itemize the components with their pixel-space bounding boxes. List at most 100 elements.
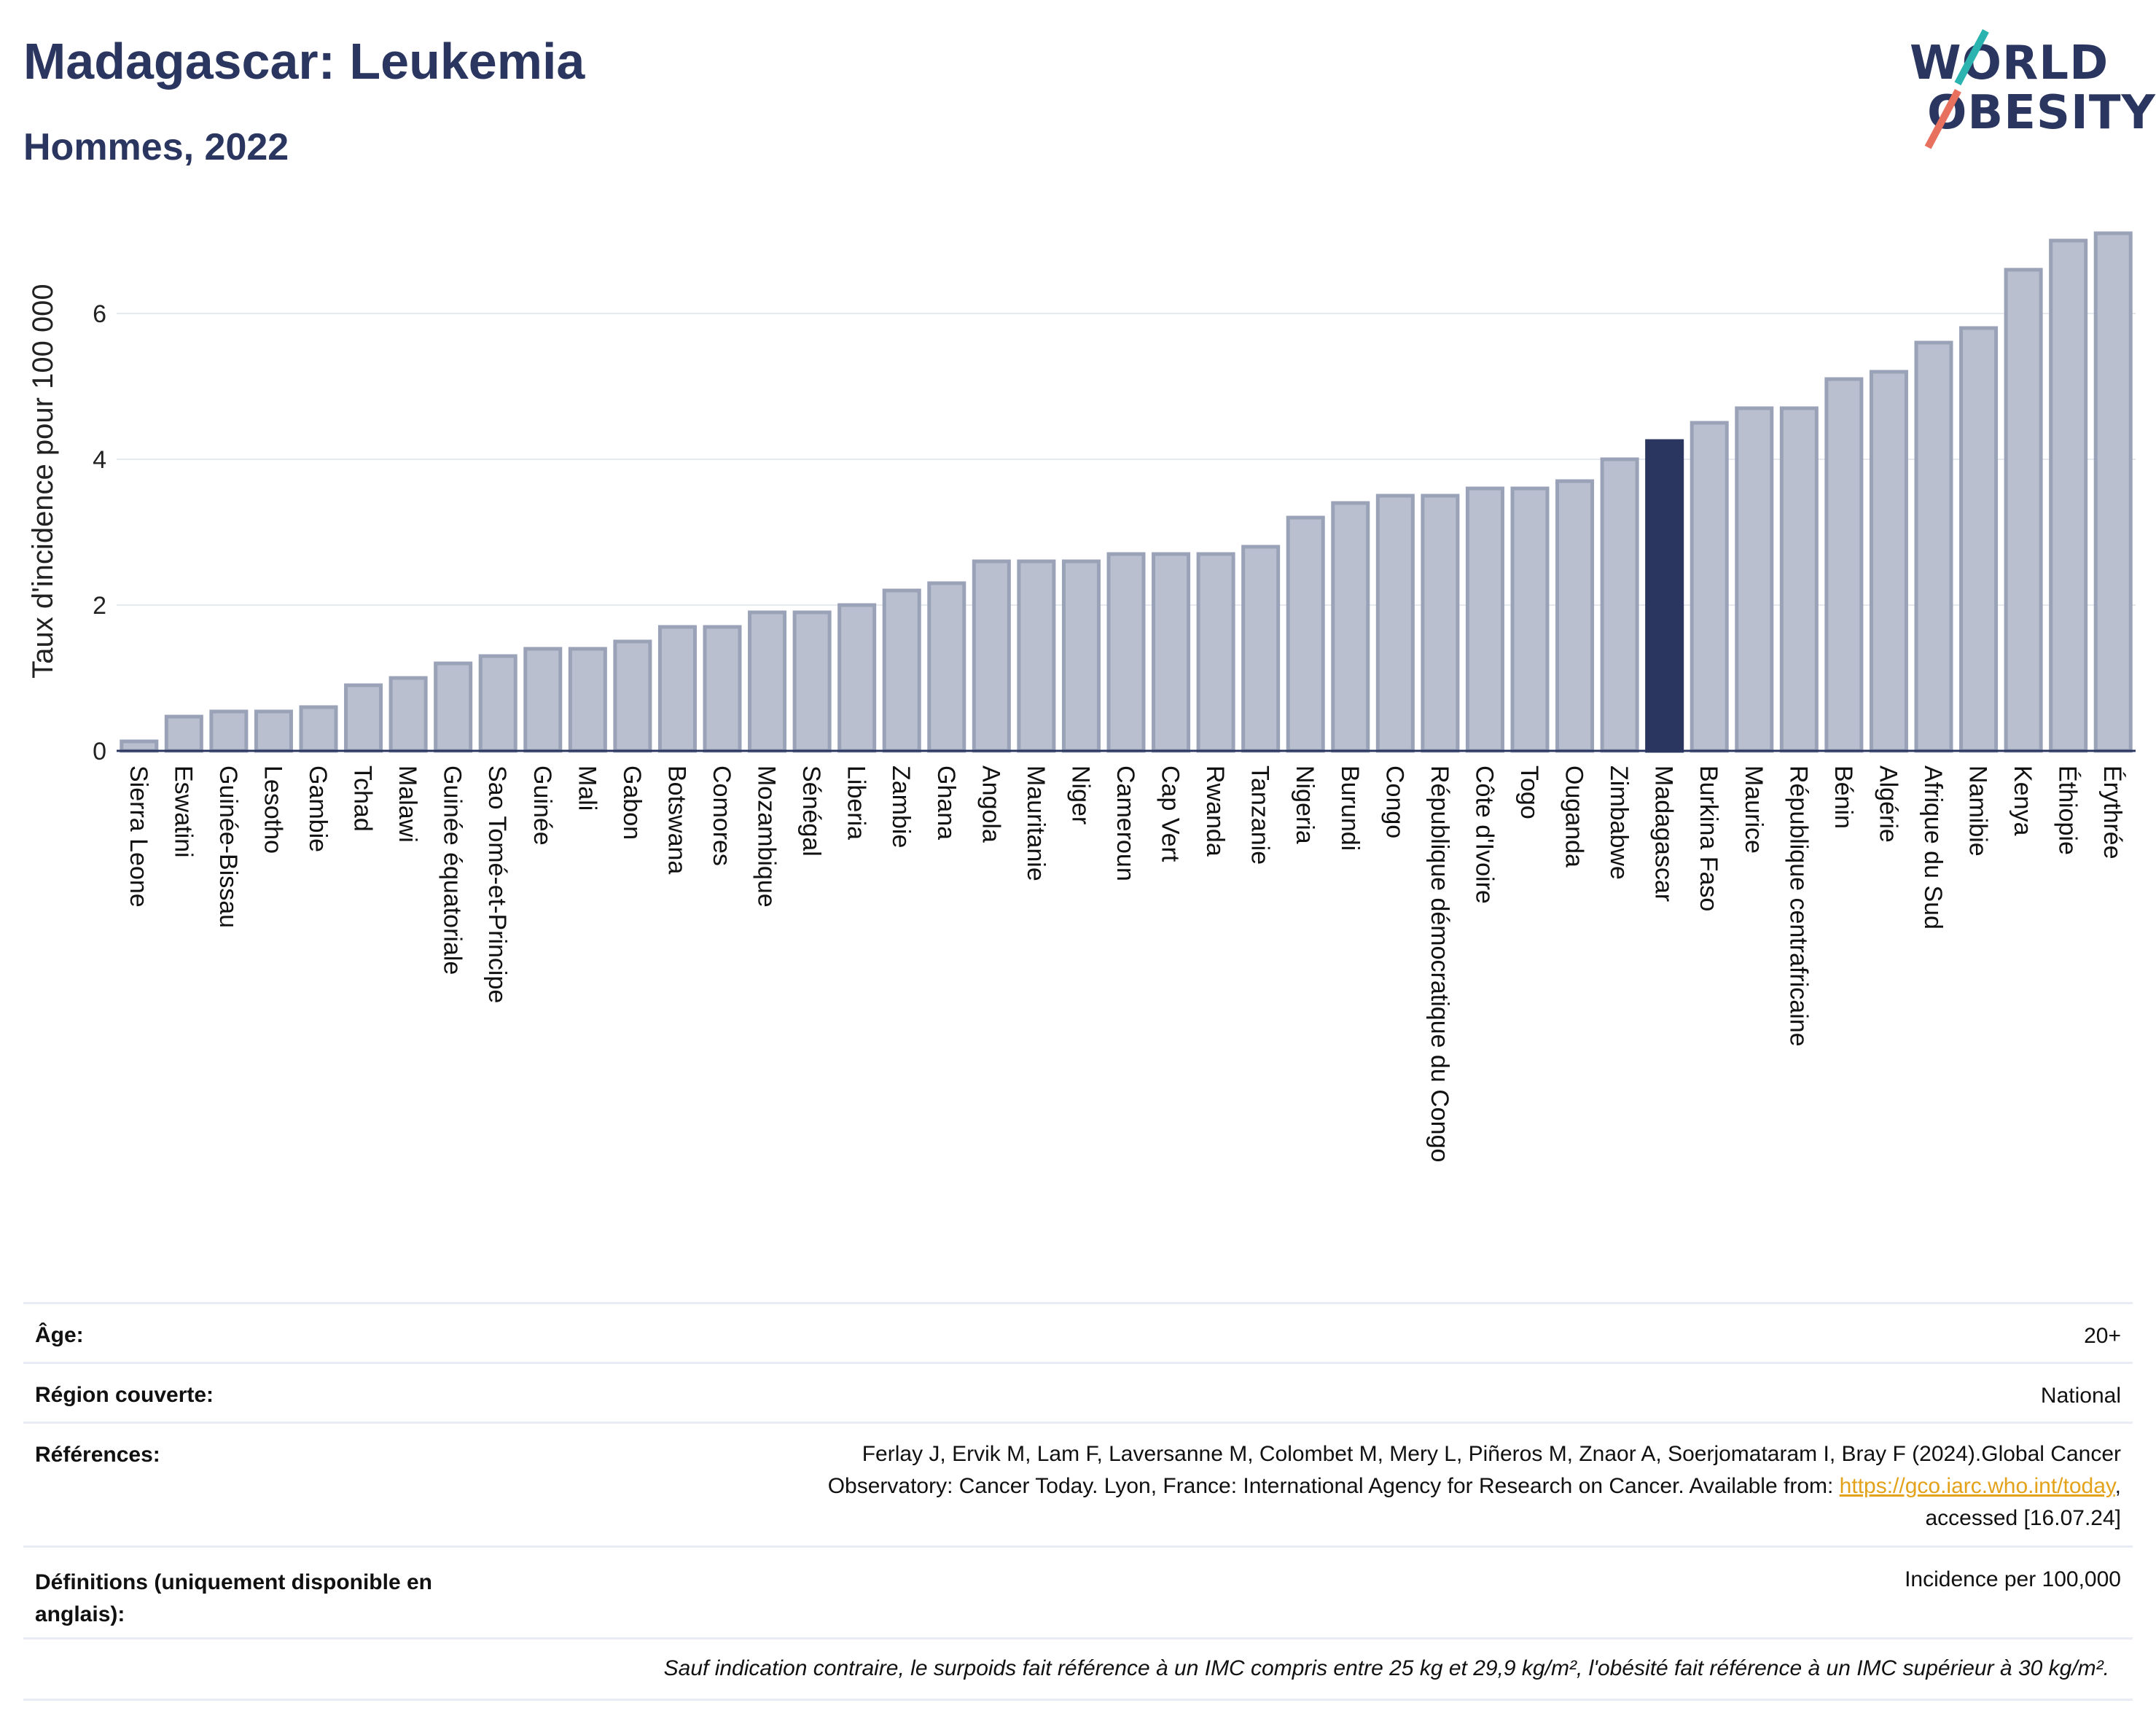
x-tick-label: Gabon: [618, 765, 646, 840]
bar: [1061, 559, 1101, 753]
x-tick-label: Mauritanie: [1022, 765, 1050, 881]
bar: [1690, 421, 1729, 753]
bar: [120, 739, 159, 753]
bar: [1465, 486, 1504, 753]
references-line-3: accessed [16.07.24]: [1925, 1506, 2121, 1530]
logo-line-1: WORLD: [1910, 36, 2109, 90]
references-line-2-text: Observatory: Cancer Today. Lyon, France:…: [827, 1474, 1840, 1498]
y-tick-label: 2: [93, 592, 106, 620]
bar: [1510, 486, 1550, 753]
x-tick-label: Botswana: [663, 765, 690, 874]
x-tick-label: République centrafricaine: [1784, 765, 1812, 1047]
bar: [568, 647, 607, 753]
x-tick-label: Zimbabwe: [1605, 765, 1633, 880]
bar-chart: 0 2 4 6 Taux d'incidence pour 100 000 Sierra …: [27, 231, 2136, 1162]
x-tick-label: Algérie: [1874, 765, 1902, 843]
bar: [748, 610, 787, 753]
bar: [1735, 406, 1774, 753]
x-tick-label: Kenya: [2009, 765, 2036, 835]
region-label: Région couverte:: [35, 1383, 214, 1407]
bar: [1241, 545, 1281, 753]
x-tick-label: Sénégal: [797, 765, 825, 857]
y-tick-label: 4: [93, 446, 106, 474]
meta-row-definitions: Définitions (uniquement disponible en an…: [23, 1545, 2133, 1638]
bar: [1331, 501, 1370, 753]
definitions-label-line-2: anglais):: [35, 1602, 125, 1626]
region-value: National: [2040, 1384, 2121, 1408]
bar: [388, 676, 428, 753]
bar: [1824, 377, 1864, 753]
x-tick-label: Angola: [977, 765, 1004, 843]
chart-subtitle: Hommes, 2022: [23, 126, 289, 168]
x-tick-label: Sierra Leone: [125, 765, 152, 908]
bar: [657, 625, 697, 753]
references-line-1: Ferlay J, Ervik M, Lam F, Laversanne M, …: [862, 1442, 2121, 1466]
x-tick-label: Togo: [1515, 765, 1543, 819]
bar: [1375, 494, 1415, 753]
meta-row-references: Références: Ferlay J, Ervik M, Lam F, La…: [23, 1422, 2133, 1546]
x-tick-label: Burkina Faso: [1695, 765, 1722, 911]
x-tick-label: Cap Vert: [1157, 765, 1184, 862]
bmi-note: Sauf indication contraire, le surpoids f…: [663, 1656, 2109, 1680]
bar: [299, 705, 338, 753]
y-tick-label: 0: [93, 738, 106, 765]
bar: [1017, 559, 1056, 753]
age-label: Âge:: [35, 1323, 84, 1347]
references-label: Références:: [35, 1443, 160, 1467]
x-tick-label: Burundi: [1336, 765, 1364, 851]
logo-line-2: OBESITY: [1927, 86, 2156, 140]
references-value: Ferlay J, Ervik M, Lam F, Laversanne M, …: [828, 1438, 2121, 1535]
bar: [1959, 326, 1999, 753]
bar: [1106, 552, 1146, 753]
x-tick-label: Lesotho: [259, 765, 286, 854]
bar: [523, 647, 563, 753]
x-tick-label: Ghana: [932, 765, 960, 840]
references-link[interactable]: https://gco.iarc.who.int/today: [1839, 1474, 2115, 1498]
definitions-value: Incidence per 100,000: [1905, 1567, 2121, 1591]
chart-title: Madagascar: Leukemia: [23, 33, 585, 90]
bar: [1421, 494, 1460, 753]
bar: [703, 625, 742, 753]
age-value: 20+: [2084, 1324, 2121, 1348]
bar: [344, 683, 383, 753]
x-tick-label: Sao Tomé-et-Principe: [483, 765, 511, 1003]
definitions-label-line-1: Définitions (uniquement disponible en: [35, 1570, 432, 1594]
x-tick-label: Éthiopie: [2054, 765, 2082, 855]
bar: [1914, 340, 1953, 753]
x-tick-label: Madagascar: [1650, 765, 1678, 902]
references-line-2-end: ,: [2114, 1474, 2121, 1498]
x-tick-label: Guinée-Bissau: [214, 765, 242, 928]
bar: [1555, 479, 1595, 753]
x-tick-label: Eswatini: [169, 765, 197, 858]
x-tick-label: Tanzanie: [1246, 765, 1274, 865]
meta-divider: [23, 1637, 2133, 1640]
x-tick-label: Namibie: [1964, 765, 1992, 857]
x-tick-label: Guinée: [528, 765, 556, 846]
x-tick-label: Maurice: [1740, 765, 1768, 854]
x-tick-label: Malawi: [394, 765, 421, 843]
bar: [927, 581, 966, 753]
bar: [882, 588, 921, 753]
x-tick-label: Cameroun: [1112, 765, 1139, 881]
x-tick-label: Érythrée: [2098, 765, 2126, 859]
x-tick-label: Tchad: [349, 765, 377, 832]
bar: [792, 610, 832, 753]
bar: [613, 639, 652, 753]
x-tick-label: Afrique du Sud: [1919, 765, 1947, 929]
x-tick-label: Rwanda: [1201, 765, 1229, 857]
x-tick-label: Bénin: [1829, 765, 1857, 829]
bar: [209, 709, 249, 753]
x-tick-label: Liberia: [843, 765, 870, 840]
x-tick-label: Guinée équatoriale: [439, 765, 466, 975]
x-tick-label: Zambie: [887, 765, 915, 848]
world-obesity-logo: WORLD OBESITY: [1902, 29, 2155, 153]
bar: [2049, 238, 2088, 753]
bar: [1869, 370, 1908, 753]
meta-row-region: Région couverte: National: [23, 1362, 2133, 1422]
meta-row-age: Âge: 20+: [23, 1302, 2133, 1362]
bar: [1779, 406, 1819, 753]
bar: [1152, 552, 1191, 753]
x-tick-label: Mozambique: [753, 765, 781, 908]
bar: [972, 559, 1011, 753]
y-tick-label: 6: [93, 300, 106, 328]
